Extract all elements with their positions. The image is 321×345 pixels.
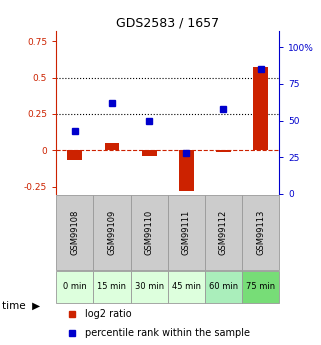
Text: GSM99109: GSM99109: [108, 209, 117, 255]
Text: GSM99112: GSM99112: [219, 209, 228, 255]
FancyBboxPatch shape: [131, 270, 168, 303]
Text: GSM99111: GSM99111: [182, 209, 191, 255]
Bar: [179, 150, 194, 191]
Text: 45 min: 45 min: [172, 282, 201, 291]
Text: 60 min: 60 min: [209, 282, 238, 291]
Text: GSM99108: GSM99108: [70, 209, 79, 255]
Text: GSM99110: GSM99110: [145, 209, 154, 255]
Bar: [67, 150, 82, 160]
FancyBboxPatch shape: [93, 195, 131, 269]
Text: log2 ratio: log2 ratio: [85, 309, 132, 319]
Text: GSM99113: GSM99113: [256, 209, 265, 255]
Title: GDS2583 / 1657: GDS2583 / 1657: [116, 17, 219, 30]
Text: time  ▶: time ▶: [2, 300, 40, 310]
FancyBboxPatch shape: [168, 270, 205, 303]
FancyBboxPatch shape: [131, 195, 168, 269]
Text: 0 min: 0 min: [63, 282, 87, 291]
Text: 30 min: 30 min: [134, 282, 164, 291]
Bar: [105, 143, 119, 150]
FancyBboxPatch shape: [205, 270, 242, 303]
FancyBboxPatch shape: [242, 270, 279, 303]
Text: 15 min: 15 min: [98, 282, 126, 291]
FancyBboxPatch shape: [56, 195, 93, 269]
Bar: [142, 150, 157, 156]
Text: percentile rank within the sample: percentile rank within the sample: [85, 328, 250, 338]
Bar: [253, 67, 268, 150]
Text: 75 min: 75 min: [246, 282, 275, 291]
FancyBboxPatch shape: [242, 195, 279, 269]
FancyBboxPatch shape: [56, 270, 93, 303]
FancyBboxPatch shape: [205, 195, 242, 269]
FancyBboxPatch shape: [93, 270, 131, 303]
Bar: [216, 150, 231, 152]
FancyBboxPatch shape: [168, 195, 205, 269]
